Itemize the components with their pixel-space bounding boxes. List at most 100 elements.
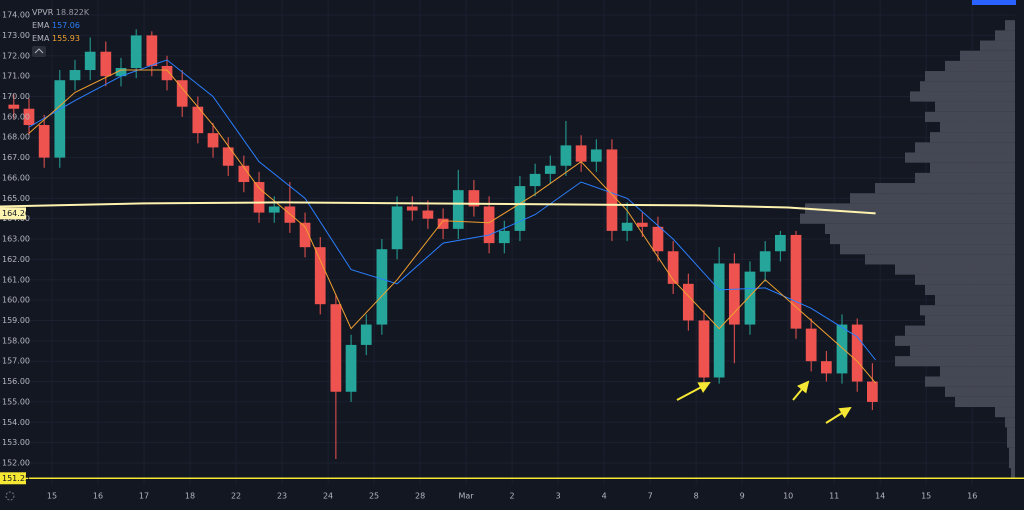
candle-body — [8, 104, 20, 109]
y-tick-label: 167.00 — [2, 153, 30, 162]
x-tick-label: 8 — [694, 492, 699, 501]
volume-bar — [875, 183, 1015, 194]
arrow — [792, 380, 810, 401]
volume-bar — [865, 254, 1015, 265]
candle-body — [360, 324, 372, 345]
settings-icon[interactable] — [5, 491, 15, 501]
legend: VPVR 18.822K EMA 157.06 EMA 155.93 — [32, 8, 90, 57]
x-tick-label: 16 — [93, 492, 103, 501]
volume-bar — [1009, 447, 1015, 458]
volume-bar — [910, 345, 1015, 357]
candle-body — [253, 182, 265, 213]
candle-body — [54, 80, 66, 158]
x-tick-label: 11 — [829, 492, 839, 501]
candle-body — [621, 222, 633, 231]
candle-body — [790, 234, 802, 329]
candle-body — [84, 51, 96, 71]
x-tick-label: 18 — [185, 492, 195, 501]
candle-body — [483, 206, 495, 244]
candle-body — [820, 361, 832, 374]
volume-bar — [920, 305, 1015, 316]
candle-body — [23, 108, 35, 126]
collapse-icon — [34, 48, 44, 54]
candle-body — [130, 35, 142, 69]
candle-body — [406, 206, 418, 211]
x-tick-label: 25 — [369, 492, 379, 501]
price-label-box — [0, 207, 26, 220]
volume-bar — [925, 376, 1015, 387]
candle-body — [376, 249, 388, 325]
volume-bar — [1005, 417, 1015, 428]
collapse-button[interactable] — [32, 46, 46, 57]
candle-body — [207, 133, 219, 148]
arrow — [825, 406, 852, 424]
candle-body — [667, 251, 679, 284]
volume-profile — [800, 20, 1015, 479]
lines — [0, 59, 1024, 480]
volume-bar — [915, 274, 1015, 285]
candle-body — [713, 263, 725, 378]
candle-body — [698, 320, 710, 378]
price-label: 151.25 — [2, 474, 30, 483]
y-tick-label: 154.00 — [2, 418, 30, 427]
volume-bar — [995, 407, 1015, 418]
candle-body — [728, 263, 740, 325]
volume-bar — [1011, 468, 1015, 479]
candle-body — [575, 145, 587, 162]
price-label-box — [0, 472, 26, 485]
legend-name: EMA — [32, 21, 50, 30]
volume-bar — [930, 162, 1015, 173]
candle-body — [345, 344, 357, 392]
candle-body — [836, 324, 848, 374]
y-tick-label: 158.00 — [2, 336, 30, 345]
volume-bar — [850, 193, 1015, 204]
legend-value: 18.822K — [56, 8, 90, 17]
volume-bar — [925, 71, 1015, 82]
price-label: 164.26 — [2, 209, 30, 218]
candle-body — [391, 206, 403, 250]
y-tick-label: 162.00 — [2, 255, 30, 264]
ema-line — [28, 69, 876, 384]
candle-body — [652, 226, 664, 252]
y-tick-label: 160.00 — [2, 296, 30, 305]
candle-body — [268, 206, 280, 213]
volume-bar — [905, 325, 1015, 336]
y-tick-label: 161.00 — [2, 275, 30, 284]
y-tick-label: 156.00 — [2, 377, 30, 386]
candle-body — [69, 70, 81, 81]
volume-bar — [925, 284, 1015, 296]
y-tick-label: 170.00 — [2, 92, 30, 101]
arrow — [676, 382, 711, 401]
y-tick-label: 171.00 — [2, 72, 30, 81]
candle-body — [514, 186, 526, 231]
candle-body — [468, 190, 480, 207]
candle-body — [529, 173, 541, 187]
legend-value: 155.93 — [52, 34, 80, 43]
candle-body — [38, 125, 50, 158]
volume-bar — [940, 366, 1015, 377]
volume-bar — [800, 213, 1015, 224]
y-tick-label: 172.00 — [2, 51, 30, 60]
volume-bar — [925, 315, 1015, 326]
volume-bar — [940, 121, 1015, 133]
x-tick-label: 7 — [648, 492, 653, 501]
candle-body — [498, 230, 510, 244]
volume-bar — [935, 295, 1015, 306]
volume-bar — [805, 203, 1015, 214]
y-tick-label: 169.00 — [2, 112, 30, 121]
candle-body — [866, 381, 878, 402]
volume-bar — [1007, 427, 1015, 438]
legend-entry: EMA 155.93 — [32, 34, 80, 43]
volume-bar — [910, 91, 1015, 102]
candle-body — [590, 149, 602, 162]
volume-bar — [825, 223, 1015, 234]
volume-bar — [895, 264, 1015, 275]
volume-bar — [840, 244, 1015, 255]
candle-body — [759, 251, 771, 272]
x-tick-label: 15 — [47, 492, 57, 501]
candle-body — [851, 324, 863, 382]
candle-body — [682, 283, 694, 321]
candle-body — [100, 51, 112, 77]
y-tick-label: 173.00 — [2, 31, 30, 40]
